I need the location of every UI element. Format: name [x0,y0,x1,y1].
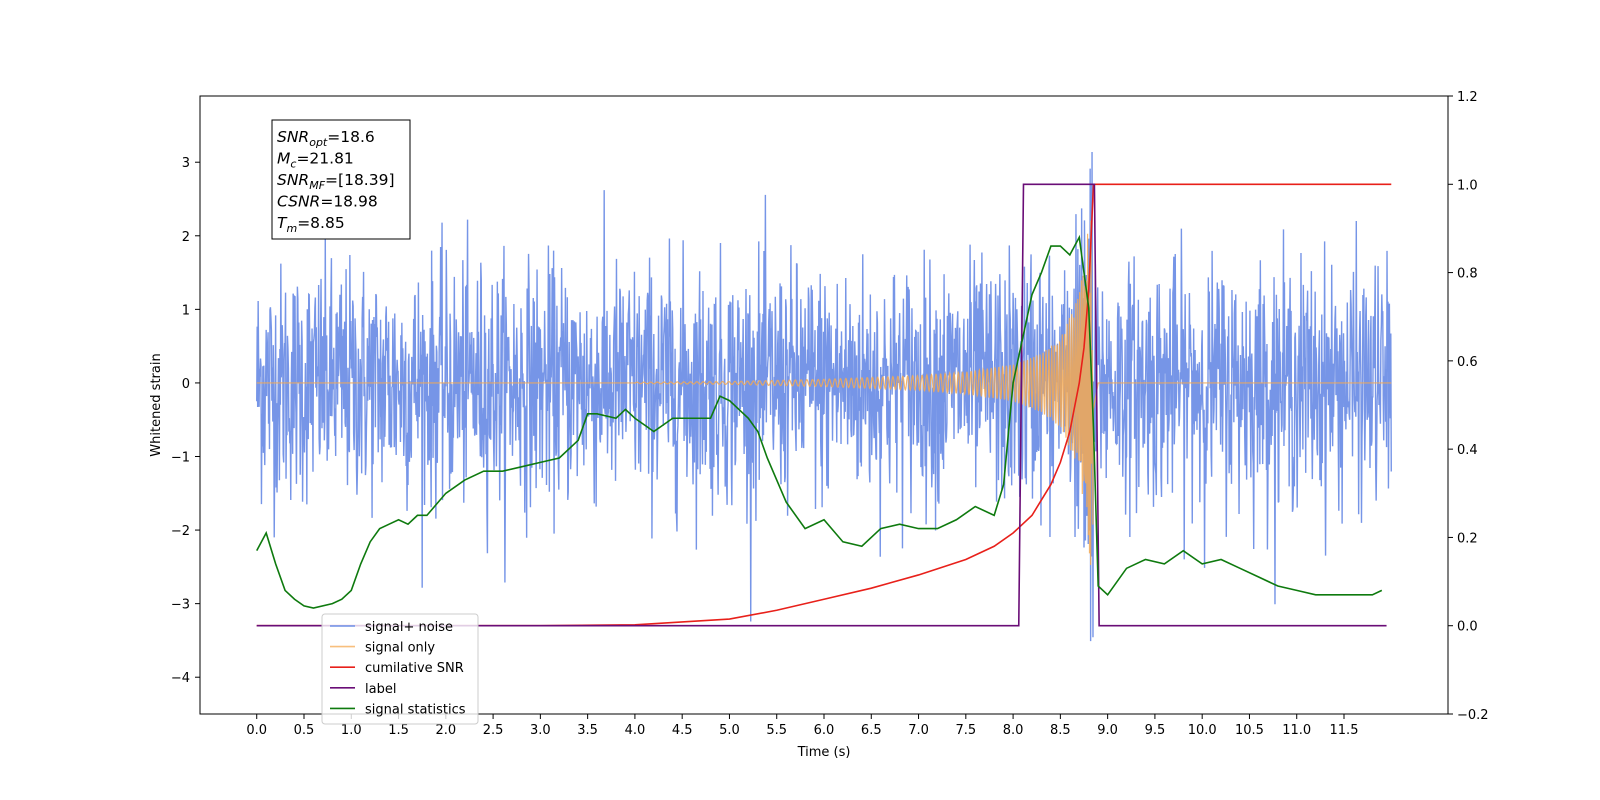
annotation-value: =18.6 [327,128,375,146]
y-tick-label: −3 [171,598,190,613]
legend-entry-label: signal+ noise [365,620,453,635]
x-tick-label: 5.0 [719,723,740,738]
y2-tick-label: 1.2 [1457,90,1478,105]
y2-tick-label: 0.2 [1457,531,1478,546]
annotation-symbol: SNR [277,128,309,146]
x-tick-label: 4.0 [625,723,646,738]
x-tick-label: 6.0 [814,723,835,738]
x-tick-label: 10.0 [1188,723,1217,738]
legend-frame [321,613,479,725]
x-tick-label: 1.5 [388,723,409,738]
annotation-symbol: T [277,214,288,232]
annotation-value: =8.85 [297,214,345,232]
annotation-symbol: M [277,150,290,168]
x-tick-label: 4.5 [672,723,693,738]
annotation-line: SNRMF=[18.39] [277,171,395,192]
annotation-line: Mc=21.81 [277,150,354,171]
x-tick-label: 0.0 [246,723,267,738]
legend-entry-label: cumilative SNR [365,661,464,676]
x-tick-label: 3.0 [530,723,551,738]
y-tick-label: 1 [182,303,190,318]
series-signal-statistics-line [256,234,1383,609]
x-axis-label: Time (s) [797,745,851,760]
x-tick-label: 5.5 [766,723,787,738]
x-tick-label: 9.0 [1097,723,1118,738]
x-tick-label: 6.5 [861,723,882,738]
x-tick-label: 11.5 [1330,723,1359,738]
annotation-value: =18.98 [320,193,377,211]
annotation-subscript: c [290,158,296,171]
y-tick-label: 3 [182,156,190,171]
legend-entry-label: signal statistics [365,702,466,717]
legend-entry-label: label [365,682,396,697]
y-axis-label: Whitened strain [149,353,164,456]
annotation-frame [271,119,411,240]
series-label-line [256,183,1387,627]
x-tick-label: 11.0 [1282,723,1311,738]
annotation-subscript: m [286,222,297,235]
y2-tick-label: 0.6 [1457,355,1478,370]
y2-tick-label: 1.0 [1457,178,1478,193]
x-tick-label: 1.0 [341,723,362,738]
y-tick-label: −2 [171,524,190,539]
y2-tick-label: −0.2 [1457,708,1489,723]
annotation-subscript: MF [309,179,325,192]
y2-tick-label: 0.8 [1457,267,1478,282]
y-tick-label: −4 [171,671,190,686]
y2-tick-label: 0.0 [1457,620,1478,635]
x-tick-label: 8.5 [1050,723,1071,738]
x-axis: 0.0 0.5 1.0 1.5 2.0 2.5 3.0 3.5 4.0 4.5 5.0 5.5 6.0 6… [246,714,1358,738]
annotation-symbol: CSNR [277,193,320,211]
y-axis-right: 1.2 1.0 0.8 0.6 0.4 0.2 0.0 −0.2 [1448,90,1489,723]
series-signal-noise-line [256,152,1392,642]
legend: signal+ noise signal only cumilative SNR la… [321,613,479,725]
annotation-value: =21.81 [296,150,353,168]
x-tick-label: 2.5 [483,723,504,738]
legend-entry-label: signal only [365,641,435,656]
y-tick-label: 2 [182,230,190,245]
y-tick-label: 0 [182,377,190,392]
annotation-line: Tm=8.85 [277,214,345,235]
annotation-subscript: opt [309,136,328,149]
plot-area [256,152,1392,642]
annotation-symbol: SNR [277,171,309,189]
annotation-line: SNRopt=18.6 [277,128,375,149]
y-tick-label: −1 [171,451,190,466]
series-signal-only-line [256,220,1392,565]
x-tick-label: 2.0 [435,723,456,738]
y2-tick-label: 0.4 [1457,443,1478,458]
x-tick-label: 0.5 [294,723,315,738]
x-tick-label: 3.5 [577,723,598,738]
x-tick-label: 7.0 [908,723,929,738]
x-tick-label: 10.5 [1235,723,1264,738]
series-cumulative-snr-line [256,183,1392,627]
annotation-value: =[18.39] [325,171,394,189]
y-axis-left: 3 2 1 0 −1 −2 −3 −4 [171,156,200,686]
x-tick-label: 9.5 [1145,723,1166,738]
x-tick-label: 8.0 [1003,723,1024,738]
annotation-box: SNRopt=18.6Mc=21.81SNRMF=[18.39]CSNR=18.… [271,119,411,240]
x-tick-label: 7.5 [955,723,976,738]
annotation-line: CSNR=18.98 [277,193,378,211]
